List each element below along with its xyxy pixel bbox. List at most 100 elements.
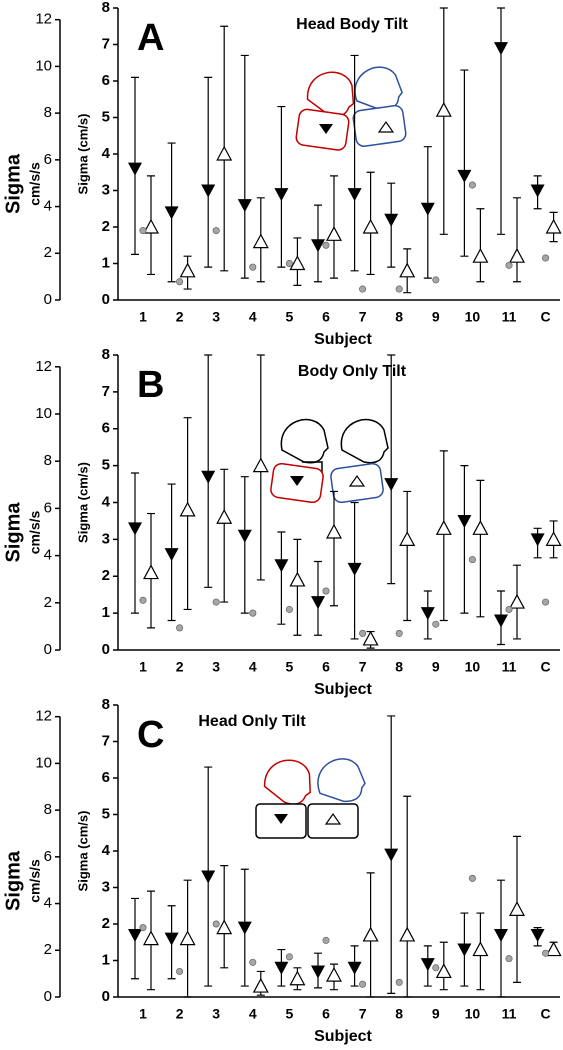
y-tick-label: 6 <box>102 420 110 437</box>
marker-open <box>508 247 526 263</box>
y-axis-label: Sigma (cm/s) <box>75 114 90 195</box>
y2-tick-label: 10 <box>35 754 52 771</box>
marker-filled <box>494 42 508 56</box>
panel-letter: C <box>137 714 164 756</box>
marker-filled <box>274 188 289 202</box>
marker-dot <box>249 958 257 966</box>
marker-dot <box>176 967 184 975</box>
x-tick-label: 8 <box>395 659 403 675</box>
x-tick-label: 11 <box>502 309 517 325</box>
marker-filled <box>457 169 472 183</box>
marker-filled <box>128 162 142 176</box>
y2-axis-unit: cm/s/s <box>27 162 43 206</box>
error-bar <box>403 490 412 622</box>
y2-tick-label: 4 <box>44 547 52 564</box>
marker-dot <box>322 241 330 249</box>
y2-tick-label: 12 <box>35 358 52 375</box>
x-tick-label: 2 <box>176 309 184 325</box>
x-tick-label: 4 <box>249 1006 257 1022</box>
x-axis-label: Subject <box>314 681 372 698</box>
marker-dot <box>322 936 330 944</box>
marker-open <box>472 520 489 535</box>
marker-open <box>435 963 452 979</box>
x-tick-label: 4 <box>249 309 257 325</box>
y-tick-label: 7 <box>102 732 110 749</box>
y2-tick-label: 6 <box>44 499 52 516</box>
marker-open <box>472 247 489 263</box>
y-tick-label: 8 <box>102 346 110 363</box>
y2-tick-label: 8 <box>44 452 52 469</box>
y-tick-label: 1 <box>102 951 110 968</box>
error-bar <box>439 7 448 235</box>
x-tick-label: 2 <box>176 1006 184 1022</box>
marker-filled <box>384 213 399 227</box>
marker-dot <box>432 620 440 628</box>
x-axis-label: Subject <box>314 331 372 348</box>
marker-filled <box>530 184 545 198</box>
x-tick-label: C <box>541 309 551 325</box>
y-tick-label: 4 <box>102 493 111 510</box>
marker-filled <box>347 188 362 202</box>
icon-body-only-tilt <box>270 419 389 504</box>
y-tick-label: 7 <box>102 35 110 52</box>
marker-dot <box>468 181 476 189</box>
marker-filled <box>128 928 142 942</box>
y-tick-label: 2 <box>102 567 110 584</box>
marker-open <box>472 941 489 957</box>
marker-filled <box>347 562 362 576</box>
marker-filled <box>420 958 435 972</box>
x-tick-label: C <box>541 659 551 675</box>
marker-dot <box>468 874 476 882</box>
y-tick-label: 5 <box>102 108 110 125</box>
x-tick-label: 5 <box>286 659 294 675</box>
marker-open <box>179 262 196 278</box>
marker-filled <box>274 559 289 573</box>
marker-filled <box>164 206 179 220</box>
x-tick-label: 3 <box>212 1006 220 1022</box>
marker-dot <box>395 978 403 986</box>
y-tick-label: 0 <box>102 641 110 658</box>
marker-open <box>508 593 526 609</box>
error-bar <box>293 538 302 636</box>
marker-open <box>325 523 343 539</box>
y2-tick-label: 4 <box>44 198 52 215</box>
y2-axis-label: Sigma <box>2 502 24 563</box>
error-bar <box>277 105 286 268</box>
x-tick-label: 11 <box>502 659 517 675</box>
y-tick-label: 8 <box>102 0 110 16</box>
marker-filled <box>311 239 325 253</box>
marker-dot <box>359 980 367 988</box>
error-bar <box>460 465 469 614</box>
error-bar <box>350 54 359 272</box>
marker-dot <box>359 629 367 637</box>
marker-dot <box>322 587 330 595</box>
x-tick-label: 6 <box>322 659 330 675</box>
marker-open <box>252 233 269 249</box>
y2-tick-label: 12 <box>35 708 52 725</box>
marker-filled <box>311 596 325 610</box>
x-tick-label: 8 <box>395 1006 403 1022</box>
y2-tick-label: 10 <box>35 405 52 422</box>
marker-dot <box>176 624 184 632</box>
error-bar <box>387 354 396 585</box>
x-tick-label: 1 <box>139 1006 147 1022</box>
x-tick-label: 1 <box>139 659 147 675</box>
x-tick-label: 10 <box>465 1006 481 1022</box>
error-bar <box>131 472 139 614</box>
marker-filled <box>530 928 545 942</box>
x-tick-label: 10 <box>465 309 481 325</box>
error-bar <box>460 69 469 257</box>
y-tick-label: 5 <box>102 457 110 474</box>
panel-title: Body Only Tilt <box>298 363 407 380</box>
y2-tick-label: 2 <box>44 244 52 261</box>
marker-open <box>325 226 343 241</box>
marker-dot <box>432 276 440 284</box>
y-axis-label: Sigma (cm/s) <box>75 462 90 543</box>
y-axis-label: Sigma (cm/s) <box>75 811 90 892</box>
marker-dot <box>285 953 293 961</box>
x-tick-label: 1 <box>139 309 147 325</box>
x-tick-label: 10 <box>465 659 481 675</box>
marker-dot <box>505 261 513 269</box>
marker-open <box>435 520 452 535</box>
